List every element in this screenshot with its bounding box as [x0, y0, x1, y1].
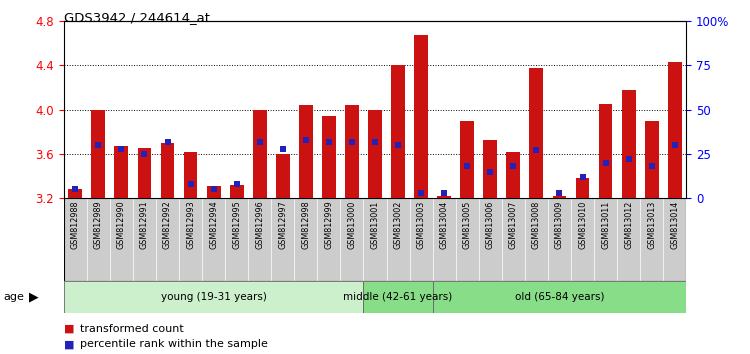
Bar	[668, 62, 682, 198]
Bar	[64, 198, 87, 281]
Bar	[553, 196, 566, 198]
Bar	[575, 178, 590, 198]
Bar	[368, 110, 382, 198]
Text: GSM812992: GSM812992	[163, 201, 172, 250]
Bar	[156, 198, 179, 281]
Text: old (65-84 years): old (65-84 years)	[514, 292, 604, 302]
Bar	[364, 198, 386, 281]
Bar	[663, 198, 686, 281]
Text: GSM812998: GSM812998	[302, 201, 310, 249]
Bar	[184, 152, 197, 198]
Text: ■: ■	[64, 324, 74, 333]
Text: age: age	[4, 292, 25, 302]
Bar	[617, 198, 640, 281]
Text: GSM813007: GSM813007	[509, 201, 518, 249]
Bar	[322, 116, 336, 198]
Text: ■: ■	[64, 339, 74, 349]
Text: GSM812991: GSM812991	[140, 201, 149, 249]
Bar	[483, 139, 497, 198]
Bar	[414, 35, 428, 198]
Text: GDS3942 / 244614_at: GDS3942 / 244614_at	[64, 11, 210, 24]
Text: middle (42-61 years): middle (42-61 years)	[344, 292, 453, 302]
Bar	[133, 198, 156, 281]
Bar	[502, 198, 525, 281]
Text: GSM813010: GSM813010	[578, 201, 587, 249]
Bar	[410, 198, 433, 281]
Bar	[299, 105, 313, 198]
Bar	[179, 198, 202, 281]
Text: GSM813008: GSM813008	[532, 201, 541, 249]
Text: GSM812989: GSM812989	[94, 201, 103, 249]
Bar	[272, 198, 294, 281]
Text: GSM813004: GSM813004	[440, 201, 448, 249]
Bar	[548, 198, 571, 281]
Bar	[294, 198, 317, 281]
Text: GSM813006: GSM813006	[486, 201, 495, 249]
Text: young (19-31 years): young (19-31 years)	[160, 292, 266, 302]
Text: GSM813005: GSM813005	[463, 201, 472, 249]
Bar	[460, 121, 474, 198]
Bar	[506, 152, 520, 198]
Text: GSM813013: GSM813013	[647, 201, 656, 249]
Text: ▶: ▶	[28, 291, 38, 303]
Text: transformed count: transformed count	[80, 324, 184, 333]
Bar	[110, 198, 133, 281]
Bar	[137, 148, 152, 198]
Bar	[622, 90, 635, 198]
Bar	[202, 198, 225, 281]
Text: GSM813011: GSM813011	[601, 201, 610, 249]
Bar	[340, 198, 364, 281]
Bar	[276, 154, 290, 198]
Bar	[598, 104, 613, 198]
Bar	[253, 110, 267, 198]
Text: GSM812999: GSM812999	[325, 201, 334, 250]
Bar	[433, 281, 686, 313]
Bar	[525, 198, 548, 281]
Bar	[160, 143, 175, 198]
Text: GSM812990: GSM812990	[117, 201, 126, 249]
Bar	[345, 105, 358, 198]
Text: GSM813002: GSM813002	[394, 201, 403, 249]
Bar	[92, 110, 105, 198]
Bar	[230, 185, 244, 198]
Text: GSM813009: GSM813009	[555, 201, 564, 249]
Text: percentile rank within the sample: percentile rank within the sample	[80, 339, 268, 349]
Text: GSM812988: GSM812988	[70, 201, 80, 249]
Bar	[87, 198, 109, 281]
Text: GSM813001: GSM813001	[370, 201, 380, 249]
Bar	[571, 198, 594, 281]
Bar	[530, 68, 543, 198]
Bar	[115, 146, 128, 198]
Bar	[478, 198, 502, 281]
Text: GSM813012: GSM813012	[624, 201, 633, 249]
Bar	[364, 281, 433, 313]
Text: GSM812993: GSM812993	[186, 201, 195, 249]
Text: GSM813014: GSM813014	[670, 201, 680, 249]
Bar	[456, 198, 478, 281]
Bar	[645, 121, 658, 198]
Bar	[386, 198, 410, 281]
Bar	[392, 65, 405, 198]
Bar	[225, 198, 248, 281]
Text: GSM812994: GSM812994	[209, 201, 218, 249]
Bar	[437, 196, 451, 198]
Bar	[68, 189, 82, 198]
Bar	[64, 281, 364, 313]
Text: GSM812997: GSM812997	[278, 201, 287, 250]
Text: GSM813000: GSM813000	[347, 201, 356, 249]
Bar	[433, 198, 456, 281]
Bar	[248, 198, 272, 281]
Bar	[640, 198, 663, 281]
Bar	[594, 198, 617, 281]
Text: GSM812995: GSM812995	[232, 201, 242, 250]
Text: GSM812996: GSM812996	[255, 201, 264, 249]
Text: GSM813003: GSM813003	[416, 201, 425, 249]
Bar	[317, 198, 340, 281]
Bar	[207, 186, 220, 198]
